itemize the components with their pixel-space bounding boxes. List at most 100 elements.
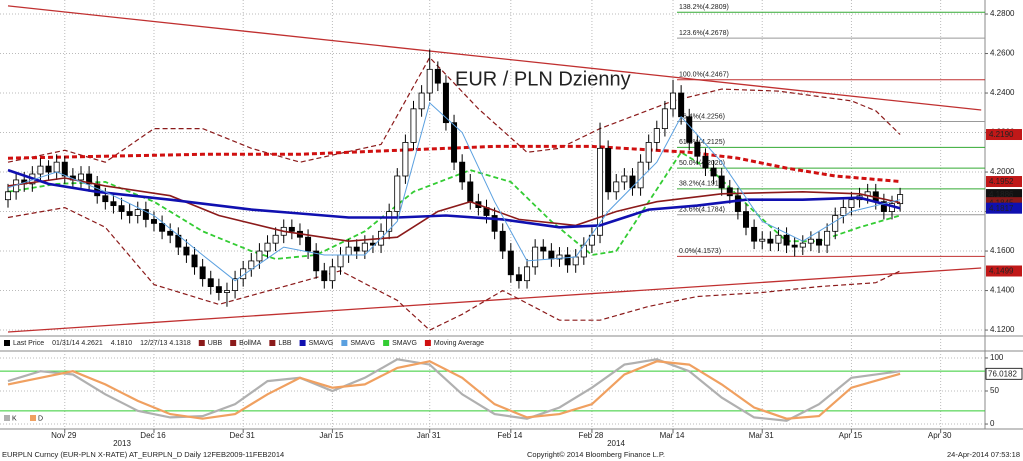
legend-swatch [269, 340, 276, 346]
x-tick-label: Apr 15 [839, 431, 863, 440]
x-tick-label: Apr 30 [928, 431, 952, 440]
candle-body [491, 215, 498, 232]
candle-body [645, 142, 652, 163]
candle-body [824, 230, 831, 246]
candle-body [337, 254, 344, 268]
candle-body [394, 175, 401, 212]
value-tag-label: 4.1817 [989, 204, 1014, 213]
value-tag-label: 4.1886 [989, 190, 1014, 199]
candle-body [45, 165, 52, 173]
candle-body [215, 286, 222, 293]
y-tick-label: 0 [990, 419, 995, 428]
candle-body [199, 266, 206, 280]
value-tag-label: 4.1499 [989, 267, 1014, 276]
candle-body [53, 161, 60, 173]
overlay-line [7, 206, 901, 331]
candle-body [759, 238, 766, 242]
y-tick-label: 4.1200 [990, 325, 1015, 334]
candle-body [670, 92, 677, 110]
candle-body [150, 219, 157, 224]
candle-body [102, 195, 109, 203]
legend-label: Last Price [13, 340, 44, 347]
overlay-line [7, 101, 901, 282]
candle-body [5, 191, 11, 201]
candle-body [329, 266, 336, 282]
candle-body [556, 254, 563, 260]
candle-body [361, 242, 368, 252]
overlay-line [7, 144, 901, 183]
candle-body [426, 68, 433, 94]
candle-body [718, 175, 725, 189]
legend-swatch [383, 340, 390, 346]
legend-swatch [424, 340, 431, 346]
candle-body [572, 256, 579, 266]
candle-body [807, 238, 814, 244]
legend-swatch [198, 340, 205, 346]
fib-label: 123.6%(4.2678) [679, 30, 729, 37]
candle-body [686, 116, 693, 143]
legend-swatch [230, 340, 237, 346]
candle-body [734, 195, 741, 212]
year-label: 2013 [113, 439, 131, 448]
overlay-line [7, 177, 901, 243]
legend-swatch [30, 415, 36, 421]
overlay-line [7, 56, 901, 163]
legend-swatch [4, 415, 10, 421]
stoch-line [7, 358, 901, 422]
x-tick-label: Nov 29 [51, 431, 77, 440]
x-tick-label: Mar 14 [660, 431, 685, 440]
candle-body [191, 254, 198, 268]
candle-body [272, 234, 279, 244]
candle-body [256, 250, 263, 262]
candle-body [507, 250, 514, 276]
candle-body [743, 211, 750, 228]
candle-body [134, 209, 141, 216]
candle-body [783, 234, 790, 246]
stoch-line [7, 360, 901, 420]
candle-body [264, 242, 271, 252]
candle-body [532, 246, 539, 268]
candle-body [840, 207, 847, 216]
candle-body [410, 108, 417, 143]
fib-label: 0.0%(4.1573) [679, 248, 721, 255]
x-tick-label: Jan 31 [417, 431, 442, 440]
legend-stat: 01/31/14 4.2621 [52, 340, 103, 347]
y-tick-label: 4.2400 [990, 88, 1015, 97]
legend-stat: 4.1810 [111, 340, 133, 347]
legend-swatch [4, 340, 10, 346]
candle-body [710, 167, 717, 177]
candle-body [580, 244, 587, 258]
footer-right: 24-Apr-2014 07:53:18 [947, 450, 1020, 459]
candle-body [548, 250, 555, 260]
candle-body [751, 226, 758, 242]
candle-body [386, 211, 393, 232]
candle-body [799, 242, 806, 248]
candle-body [321, 270, 328, 282]
candle-body [313, 250, 320, 272]
legend-label: LBB [278, 340, 292, 347]
legend-label: BollMA [239, 340, 262, 347]
candle-body [515, 274, 522, 282]
legend-label: Moving Average [434, 340, 484, 347]
legend-label: SMAVG [392, 340, 417, 347]
y-tick-label: 4.2000 [990, 167, 1015, 176]
value-tag [986, 265, 1022, 277]
candle-body [848, 199, 855, 208]
candle-body [702, 155, 709, 169]
candle-body [418, 92, 425, 110]
legend-swatch [299, 340, 306, 346]
x-tick-label: Feb 28 [578, 431, 603, 440]
candle-body [524, 266, 531, 282]
fib-label: 50.0%(4.2020) [679, 160, 725, 167]
legend-label: SMAVG [350, 340, 375, 347]
value-tag-label: 76.0182 [988, 369, 1017, 378]
candle-body [767, 238, 774, 244]
trend-line [7, 5, 982, 111]
candle-body [167, 230, 174, 236]
candle-body [605, 147, 612, 193]
candle-body [288, 226, 295, 232]
candle-body [94, 183, 101, 197]
footer-center: Copyright© 2014 Bloomberg Finance L.P. [527, 450, 665, 459]
legend-stat: 12/27/13 4.1318 [140, 340, 191, 347]
